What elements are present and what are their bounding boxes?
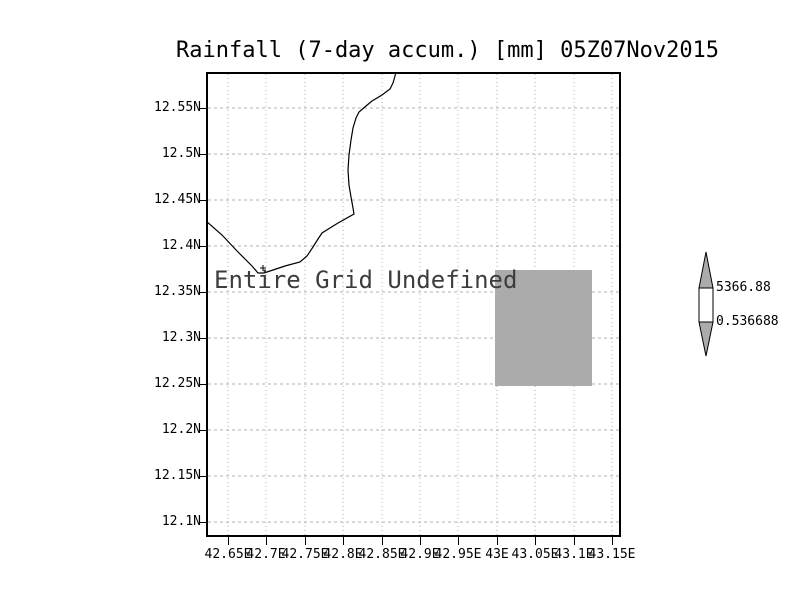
- y-axis-tick: [199, 476, 206, 477]
- x-axis-tick-label: 43.05E: [511, 547, 559, 562]
- x-axis-tick: [420, 537, 421, 545]
- y-axis-tick: [199, 522, 206, 523]
- y-axis-tick-label: 12.1N: [161, 514, 201, 529]
- plot-frame: [206, 72, 621, 537]
- colorbar-bar: [698, 287, 714, 323]
- colorbar-max-label: 5366.88: [716, 280, 771, 295]
- x-axis-tick: [535, 537, 536, 545]
- x-axis-tick: [266, 537, 267, 545]
- y-axis-tick-label: 12.25N: [154, 376, 201, 391]
- y-axis-tick: [199, 108, 206, 109]
- undefined-data-region: [495, 270, 592, 386]
- y-axis-tick: [199, 246, 206, 247]
- x-axis-tick: [228, 537, 229, 545]
- page-title: Rainfall (7-day accum.) [mm] 05Z07Nov201…: [176, 38, 720, 63]
- y-axis-tick-label: 12.35N: [154, 284, 201, 299]
- colorbar-down-arrow-icon: [698, 321, 714, 357]
- y-axis-tick: [199, 338, 206, 339]
- colorbar-up-arrow-icon: [698, 251, 714, 289]
- y-axis-tick-label: 12.4N: [161, 238, 201, 253]
- colorbar-min-label: 0.536688: [716, 314, 779, 329]
- x-axis-tick-label: 43.1E: [554, 547, 594, 562]
- y-axis-tick-label: 12.55N: [154, 100, 201, 115]
- x-axis-tick: [305, 537, 306, 545]
- y-axis-tick: [199, 154, 206, 155]
- undefined-grid-label: Entire Grid Undefined: [214, 266, 518, 294]
- x-axis-tick: [458, 537, 459, 545]
- x-axis-tick-label: 43E: [485, 547, 509, 562]
- x-axis-tick: [574, 537, 575, 545]
- x-axis-tick-label: 42.95E: [434, 547, 482, 562]
- x-axis-tick: [343, 537, 344, 545]
- x-axis-tick: [612, 537, 613, 545]
- x-axis-tick: [382, 537, 383, 545]
- y-axis-tick-label: 12.15N: [154, 468, 201, 483]
- y-axis-tick-label: 12.5N: [161, 146, 201, 161]
- y-axis-tick-label: 12.45N: [154, 192, 201, 207]
- y-axis-tick: [199, 200, 206, 201]
- y-axis-tick-label: 12.2N: [161, 422, 201, 437]
- map-canvas: [206, 72, 621, 537]
- x-axis-tick-label: 42.75E: [281, 547, 329, 562]
- coastline-path: [206, 72, 397, 274]
- plus-marker-icon: [260, 265, 266, 271]
- x-axis-tick-label: 42.65E: [204, 547, 252, 562]
- y-axis-tick-label: 12.3N: [161, 330, 201, 345]
- x-axis-tick: [497, 537, 498, 545]
- colorbar: [698, 251, 714, 357]
- x-axis-tick-label: 42.9E: [400, 547, 440, 562]
- x-axis-tick-label: 42.85E: [358, 547, 406, 562]
- x-axis-tick-label: 42.8E: [323, 547, 363, 562]
- y-axis-tick: [199, 292, 206, 293]
- y-axis-tick: [199, 384, 206, 385]
- x-axis-tick-label: 43.15E: [588, 547, 636, 562]
- y-axis-tick: [199, 430, 206, 431]
- x-axis-tick-label: 42.7E: [246, 547, 286, 562]
